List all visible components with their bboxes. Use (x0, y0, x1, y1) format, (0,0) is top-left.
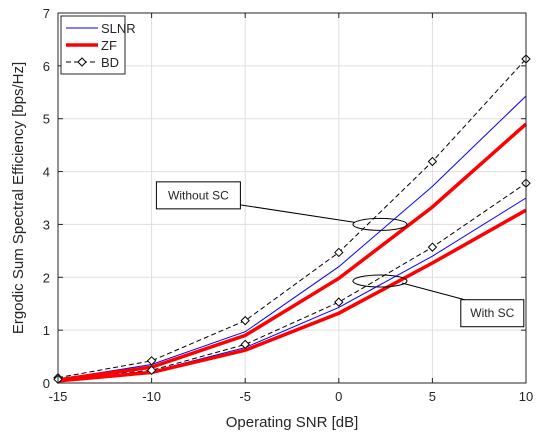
data-point-bd (334, 297, 344, 307)
series-line-bd-with-sc (57, 182, 527, 380)
data-point-bd (334, 247, 344, 258)
x-tick-label: 0 (335, 389, 342, 404)
series-line-slnr-without-sc (57, 95, 527, 380)
series-line-slnr-with-sc (57, 197, 527, 381)
x-tick-label: 5 (429, 389, 436, 404)
annotation-pointer-with-sc (401, 282, 465, 301)
annotations-layer: Without SC With SC (155, 181, 525, 328)
x-tick-label: 10 (519, 389, 533, 404)
data-point-bd (427, 156, 438, 167)
series-layer (53, 54, 531, 385)
x-tick-label: -5 (239, 389, 251, 404)
data-point-bd (146, 356, 157, 366)
annotation-ellipse-with-sc (352, 274, 408, 288)
legend: SLNR ZF BD (60, 15, 136, 75)
data-point-bd (427, 242, 438, 252)
annotation-ellipse-without-sc (352, 217, 408, 231)
y-tick-label: 2 (43, 270, 50, 285)
x-axis-label: Operating SNR [dB] (226, 414, 359, 431)
y-tick-label: 1 (43, 323, 50, 338)
legend-marker-bd (77, 57, 87, 67)
y-tick-label: 4 (43, 165, 50, 180)
legend-label-bd: BD (101, 55, 119, 70)
annotation-box-with-sc (460, 299, 525, 328)
plot-frame (57, 12, 527, 384)
annotation-text-with-sc: With SC (470, 306, 514, 320)
y-tick-label: 0 (43, 376, 50, 391)
series-line-zf-with-sc (57, 208, 527, 383)
data-point-bd (240, 339, 250, 350)
annotation-text-without-sc: Without SC (168, 188, 229, 202)
series-line-bd-without-sc (57, 58, 527, 379)
data-point-bd (146, 365, 157, 376)
legend-label-slnr: SLNR (101, 21, 136, 36)
y-tick-label: 6 (43, 59, 50, 74)
y-tick-label: 5 (43, 112, 50, 127)
legend-label-zf: ZF (101, 38, 117, 53)
tick-layer: -15 -10 -5 0 5 10 0 1 2 3 4 5 6 7 (43, 6, 533, 404)
y-tick-label: 7 (43, 6, 50, 21)
y-tick-label: 3 (43, 217, 50, 232)
data-point-bd (240, 315, 250, 326)
y-axis-label: Ergodic Sum Spectral Efficiency [bps/Hz] (10, 62, 27, 334)
x-tick-label: -10 (142, 389, 161, 404)
annotation-pointer-without-sc (240, 204, 356, 223)
x-tick-label: -15 (49, 389, 68, 404)
annotation-box-without-sc (155, 181, 241, 210)
series-line-zf-without-sc (57, 122, 528, 382)
